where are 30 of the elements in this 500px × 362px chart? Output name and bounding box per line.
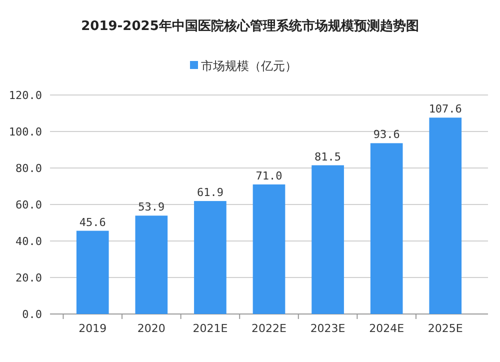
y-tick-label: 60.0 <box>16 198 42 212</box>
x-tick-label: 2019 <box>78 322 107 335</box>
x-tick-label: 2020 <box>137 322 166 335</box>
text: 81.5 <box>314 150 342 164</box>
y-tick-label: 40.0 <box>16 235 42 248</box>
bar <box>194 201 226 314</box>
bar <box>312 165 344 314</box>
text: 45.6 <box>79 216 106 229</box>
chart-title: 2019-2025年中国医院核心管理系统市场规模预测趋势图 <box>81 18 419 34</box>
y-tick-label: 100.0 <box>8 126 42 138</box>
bar <box>252 184 286 314</box>
y-tick-label: 0.0 <box>22 308 42 321</box>
text: 107.6 <box>428 102 462 116</box>
bar <box>429 118 462 314</box>
text: 71.0 <box>256 169 282 182</box>
text: 53.9 <box>138 200 165 214</box>
bar <box>370 143 403 314</box>
bar <box>135 216 168 314</box>
bar <box>76 230 109 314</box>
y-tick-label: 20.0 <box>16 272 42 284</box>
x-tick-label: 2024E <box>369 322 404 335</box>
y-tick-label: 120.0 <box>8 89 42 102</box>
x-tick-label: 2022E <box>252 322 287 335</box>
y-tick-label: 80.0 <box>16 162 42 175</box>
text: 93.6 <box>373 128 400 142</box>
legend-label: 市场规模（亿元） <box>201 59 297 73</box>
x-tick-label: 2025E <box>428 322 463 335</box>
text: 61.9 <box>196 186 224 200</box>
x-tick-label: 2021E <box>192 322 228 335</box>
x-tick-label: 2023E <box>310 322 346 335</box>
